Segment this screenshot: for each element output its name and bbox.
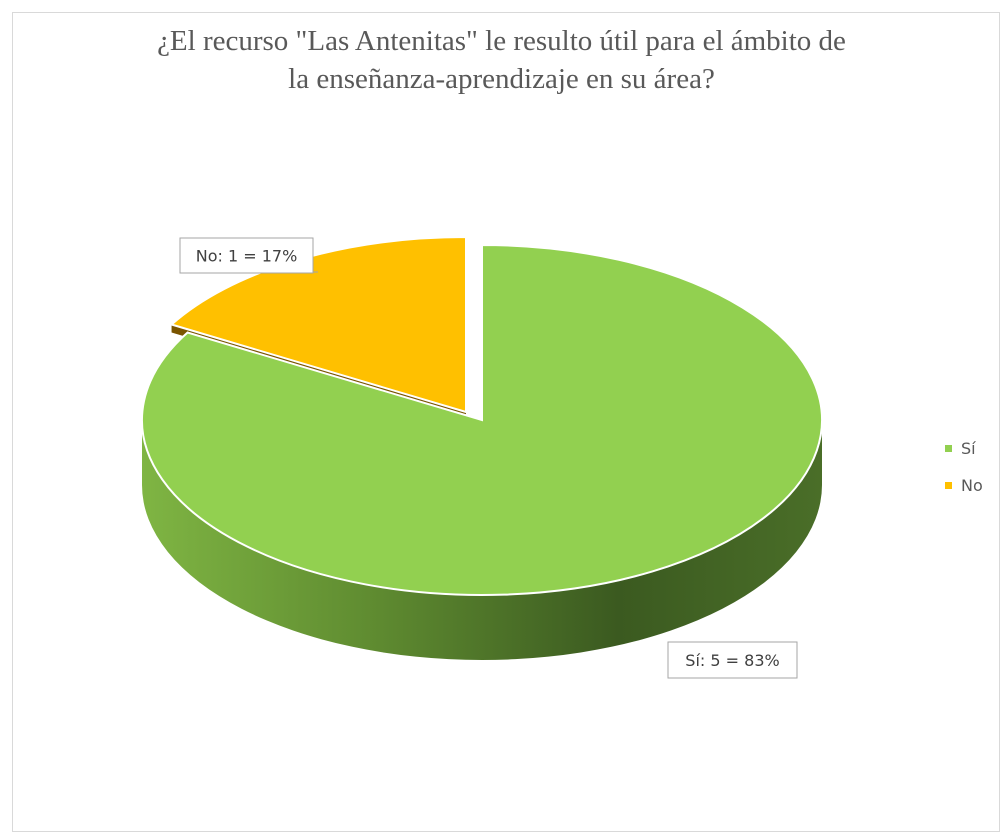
chart-title-line-2: la enseñanza-aprendizaje en su área? — [288, 63, 715, 95]
data-label-si-box — [667, 641, 798, 679]
data-label-no: No: 1 = 17% — [179, 237, 319, 274]
legend-item-si: Sí — [945, 430, 983, 467]
legend: Sí No — [945, 430, 983, 504]
legend-swatch-no — [945, 482, 952, 489]
data-label-si: Sí: 5 = 83% — [667, 641, 798, 679]
data-label-no-text: No: 1 = 17% — [196, 247, 298, 266]
legend-label-si: Sí — [961, 439, 976, 458]
chart-title-line-1: ¿El recurso "Las Antenitas" le resulto ú… — [157, 25, 846, 57]
pie-slice-side-si — [142, 420, 822, 660]
legend-label-no: No — [961, 476, 983, 495]
pie-slice-si — [141, 243, 823, 596]
legend-swatch-si — [945, 445, 952, 452]
chart-title: ¿El recurso "Las Antenitas" le resulto ú… — [0, 22, 1003, 98]
data-label-si-text: Sí: 5 = 83% — [685, 651, 779, 670]
legend-item-no: No — [945, 467, 983, 504]
data-label-no-box — [179, 237, 314, 274]
